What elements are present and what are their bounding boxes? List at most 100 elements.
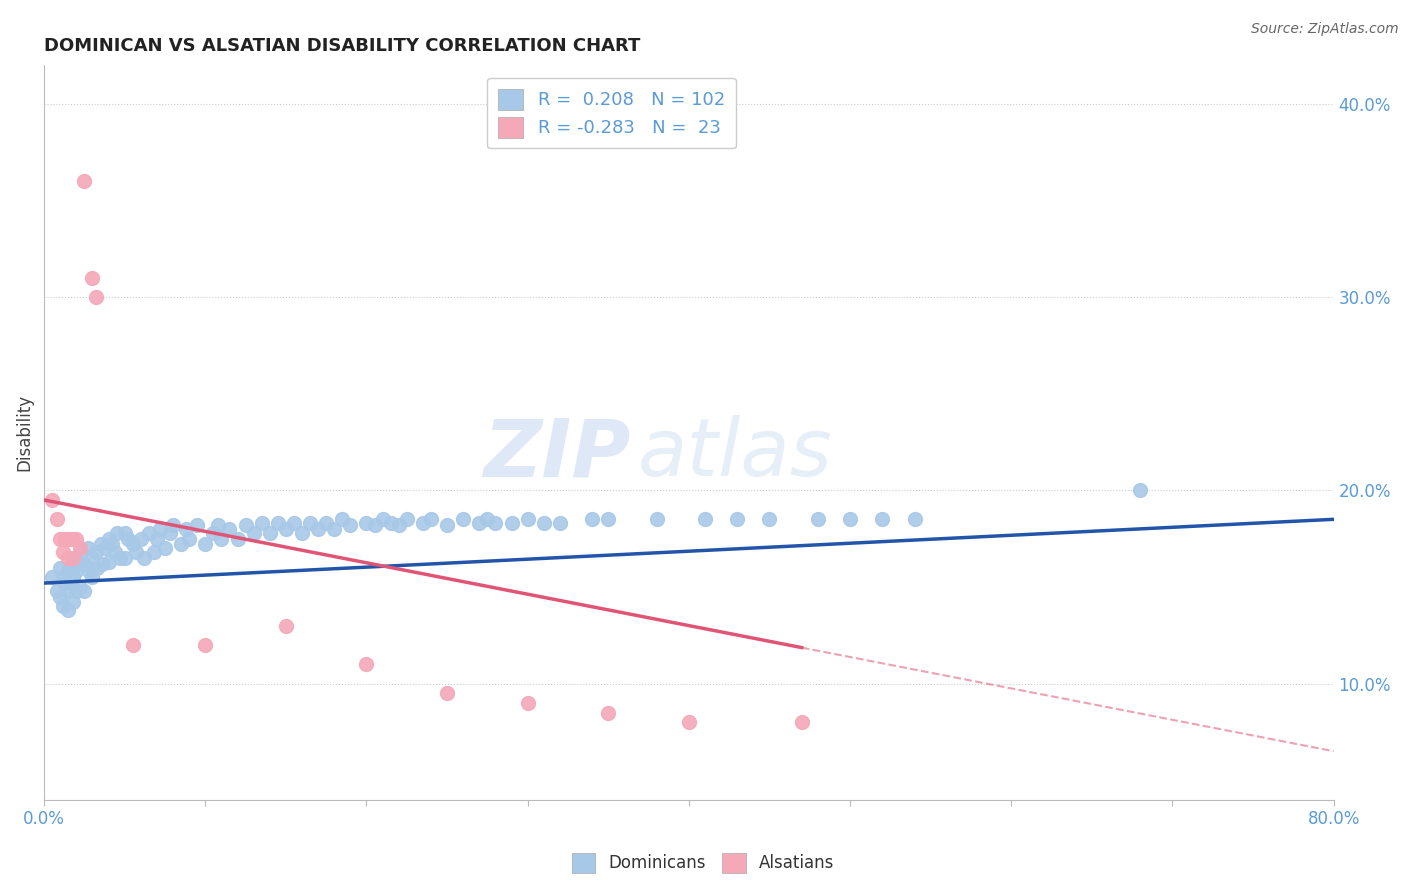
Point xyxy=(207,518,229,533)
Point xyxy=(65,583,87,598)
Point xyxy=(108,551,131,566)
Point xyxy=(49,532,72,546)
Point xyxy=(598,512,620,526)
Point xyxy=(371,512,394,526)
Point xyxy=(380,516,402,531)
Point xyxy=(274,522,297,536)
Point xyxy=(121,537,143,551)
Point xyxy=(69,541,91,556)
Point xyxy=(903,512,925,526)
Point xyxy=(226,532,249,546)
Point xyxy=(58,603,80,617)
Point xyxy=(82,570,104,584)
Point xyxy=(159,525,181,540)
Point xyxy=(132,551,155,566)
Point xyxy=(388,518,411,533)
Point xyxy=(186,518,208,533)
Point xyxy=(101,537,124,551)
Point xyxy=(581,512,603,526)
Point xyxy=(839,512,862,526)
Point xyxy=(84,290,107,304)
Point xyxy=(125,545,148,559)
Point xyxy=(356,657,378,672)
Legend: Dominicans, Alsatians: Dominicans, Alsatians xyxy=(565,847,841,880)
Point xyxy=(451,512,474,526)
Point xyxy=(678,715,700,730)
Point xyxy=(436,518,458,533)
Point xyxy=(89,537,111,551)
Y-axis label: Disability: Disability xyxy=(15,393,32,471)
Point xyxy=(53,576,76,591)
Point xyxy=(49,560,72,574)
Point xyxy=(516,696,538,710)
Point xyxy=(420,512,443,526)
Point xyxy=(129,532,152,546)
Point xyxy=(790,715,813,730)
Point xyxy=(104,545,127,559)
Point xyxy=(97,555,120,569)
Point xyxy=(235,518,257,533)
Point xyxy=(41,493,63,508)
Text: DOMINICAN VS ALSATIAN DISABILITY CORRELATION CHART: DOMINICAN VS ALSATIAN DISABILITY CORRELA… xyxy=(44,37,641,55)
Point xyxy=(52,570,75,584)
Point xyxy=(62,570,84,584)
Point xyxy=(84,545,107,559)
Point xyxy=(52,545,75,559)
Point xyxy=(77,565,100,579)
Point xyxy=(693,512,716,526)
Point xyxy=(149,522,172,536)
Point xyxy=(146,532,169,546)
Point xyxy=(46,512,69,526)
Point xyxy=(142,545,165,559)
Point xyxy=(82,551,104,566)
Point xyxy=(46,583,69,598)
Point xyxy=(73,174,96,188)
Point xyxy=(121,638,143,652)
Point xyxy=(162,518,184,533)
Point xyxy=(60,557,83,571)
Point xyxy=(516,512,538,526)
Point xyxy=(62,551,84,566)
Point xyxy=(267,516,290,531)
Text: atlas: atlas xyxy=(637,416,832,493)
Point xyxy=(194,537,217,551)
Point xyxy=(250,516,273,531)
Point xyxy=(114,551,136,566)
Point xyxy=(70,545,93,559)
Point xyxy=(94,541,117,556)
Point xyxy=(291,525,314,540)
Point xyxy=(65,551,87,566)
Point xyxy=(436,686,458,700)
Point xyxy=(501,516,523,531)
Point xyxy=(58,532,80,546)
Point xyxy=(330,512,353,526)
Point xyxy=(468,516,491,531)
Point xyxy=(356,516,378,531)
Point xyxy=(758,512,780,526)
Point xyxy=(73,557,96,571)
Point xyxy=(242,525,264,540)
Point xyxy=(484,516,506,531)
Point xyxy=(202,525,225,540)
Point xyxy=(412,516,434,531)
Point xyxy=(76,541,98,556)
Point xyxy=(170,537,193,551)
Point xyxy=(105,525,128,540)
Point xyxy=(363,518,385,533)
Point xyxy=(138,525,160,540)
Point xyxy=(69,557,91,571)
Point xyxy=(598,706,620,720)
Point xyxy=(259,525,281,540)
Point xyxy=(91,557,114,571)
Point xyxy=(58,551,80,566)
Point xyxy=(307,522,329,536)
Point xyxy=(807,512,830,526)
Point xyxy=(725,512,748,526)
Point xyxy=(114,525,136,540)
Text: Source: ZipAtlas.com: Source: ZipAtlas.com xyxy=(1251,22,1399,37)
Point xyxy=(58,583,80,598)
Point xyxy=(82,270,104,285)
Point xyxy=(645,512,668,526)
Point xyxy=(53,532,76,546)
Point xyxy=(395,512,418,526)
